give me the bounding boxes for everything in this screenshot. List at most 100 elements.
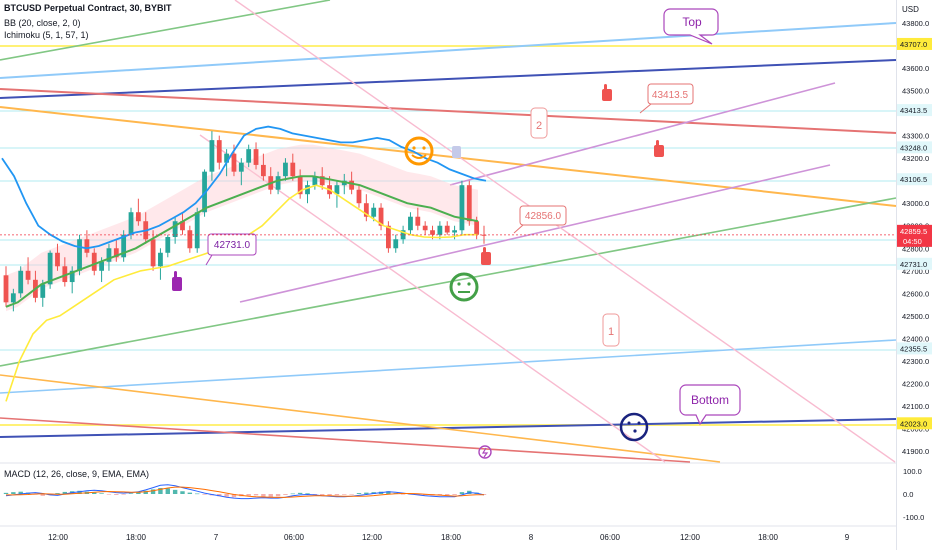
price-tick-label: 42600.0 [902,289,929,298]
level-tag [897,141,932,154]
candle-series [3,131,487,312]
lightning-icon [478,445,492,459]
callout-42731[interactable]: 42731.0 [205,233,257,266]
macd-histogram-bar [3,492,9,494]
time-tick-label: 18:00 [126,533,147,542]
hand-red-top-icon [602,89,612,101]
candle-body [47,252,53,285]
macd-histogram-bar [18,491,23,494]
price-tick-label: 43000.0 [902,199,929,208]
note-2[interactable]: 2 [530,107,548,139]
macd-histogram-bar [268,494,273,498]
candle-body [113,248,119,258]
pink-trendline-2 [234,0,896,463]
level-tag [897,417,932,430]
candle-body [55,252,60,267]
macd-histogram-bar [165,488,170,494]
candle-body [187,230,193,249]
macd-histogram-bar [106,494,112,495]
time-axis[interactable]: 12:00 18:00 7 06:00 12:00 18:00 8 06:00 12:00 18:… [48,533,850,542]
annotations[interactable]: Top Bottom 43413.5 42856.0 42731.0 2 1 [172,8,741,459]
candle-body [150,239,156,267]
currency-label: USD [902,5,919,14]
candle-body [18,270,24,294]
hand-purple-icon [172,277,182,291]
candle-body [408,216,413,231]
yellow-level-lines [0,45,896,426]
candle-body [69,270,75,283]
ichimoku-legend[interactable]: Ichimoku (5, 1, 57, 1) [4,30,89,40]
macd-histogram-bar [143,490,148,494]
candle-body [172,221,178,237]
macd-tick-label: 100.0 [903,467,922,476]
candle-body [165,237,171,253]
ichimoku-cloud [6,144,478,312]
level-tag [897,37,932,50]
candle-body [10,293,16,303]
price-tick-label: 43500.0 [902,87,929,96]
time-tick-label: 06:00 [600,533,621,542]
macd-histogram-bar [99,493,104,494]
bb-legend[interactable]: BB (20, close, 2, 0) [4,18,81,28]
navy-trendline-bottom [0,418,897,438]
green-trendline-upper [0,0,331,61]
level-tag-label: 42355.5 [900,344,927,353]
macd-histogram-bar [334,494,340,496]
macd-histogram-bar [202,494,207,495]
candle-body [430,230,435,235]
candle-body [84,239,90,253]
macd-tick-label: -100.0 [903,513,924,522]
macd-histogram-bar [320,494,325,496]
note-1-text: 1 [608,326,614,338]
level-tag-label: 42731.0 [900,260,927,269]
note-2-text: 2 [536,120,542,132]
macd-histogram-bar [253,494,259,496]
trendlines[interactable] [0,0,897,463]
candle-body [224,153,230,163]
price-axis-panel[interactable] [896,0,932,550]
time-tick-label: 12:00 [362,533,383,542]
symbol-title[interactable]: BTCUSD Perpetual Contract, 30, BYBIT [4,3,172,13]
macd-pane [3,484,487,500]
candle-body [99,261,104,271]
candle-body [466,185,472,222]
macd-histogram-bar [128,493,134,494]
macd-histogram-bar [195,493,200,495]
candle-body [121,234,127,258]
level-tag-label: 42023.0 [900,419,927,428]
candle-body [437,225,443,235]
macd-histogram-bar [172,489,178,494]
macd-histogram-bar [364,492,369,494]
callout-42856[interactable]: 42856.0 [513,205,567,234]
candle-body [312,176,318,186]
macd-histogram-bar [246,494,251,496]
macd-histogram-bar [92,492,97,494]
level-tag [897,173,932,186]
macd-histogram-bar [400,494,406,495]
candle-body [393,239,399,249]
callout-43413[interactable]: 43413.5 [639,83,694,114]
candle-body [290,162,296,177]
macd-histogram-bar [55,493,60,494]
candle-body [209,140,215,172]
candle-body [363,203,369,217]
macd-histogram-bar [180,491,185,494]
note-1[interactable]: 1 [602,313,620,347]
candle-body [415,216,421,226]
macd-histogram-bar [349,494,354,495]
cloud-fill [6,144,478,312]
candle-body [297,176,303,195]
top-callout[interactable]: Top [663,8,719,45]
candle-body [386,225,391,249]
time-tick-label: 8 [529,533,534,542]
candle-body [3,275,9,303]
candle-body [246,149,252,163]
callout-42731-text: 42731.0 [214,240,251,251]
macd-legend[interactable]: MACD (12, 26, close, 9, EMA, EMA) [4,469,150,479]
candle-body [91,252,97,271]
candle-body [452,230,457,233]
candle-body [400,230,406,240]
bottom-callout-text: Bottom [691,393,729,407]
bottom-callout[interactable]: Bottom [679,384,741,426]
